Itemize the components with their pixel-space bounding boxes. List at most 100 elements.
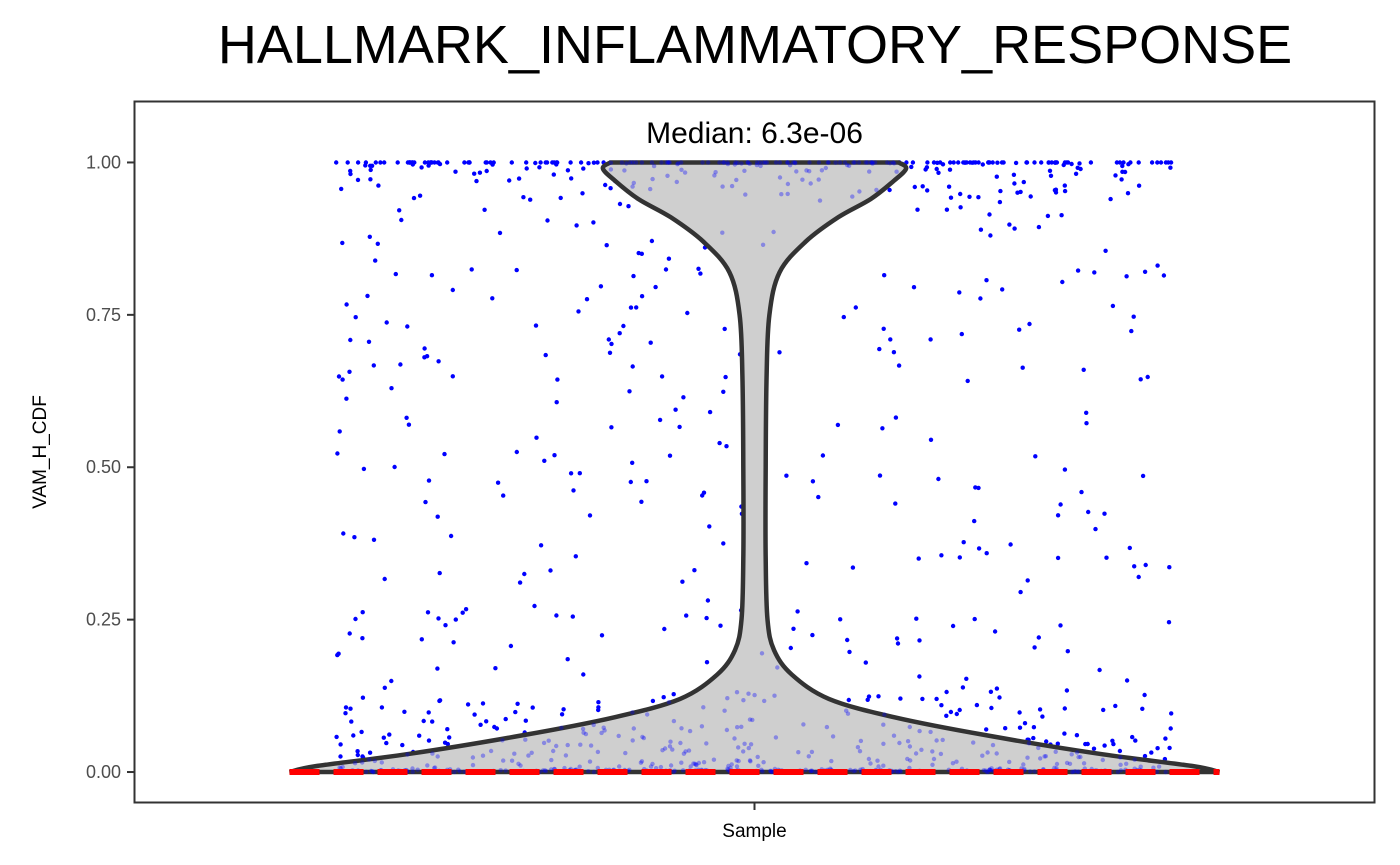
data-point bbox=[691, 761, 696, 766]
data-point bbox=[724, 444, 729, 449]
data-point bbox=[677, 424, 682, 430]
data-point bbox=[954, 759, 959, 764]
data-point bbox=[978, 227, 984, 232]
data-point bbox=[425, 610, 431, 615]
data-point bbox=[769, 769, 775, 775]
data-point bbox=[787, 163, 793, 168]
data-point bbox=[371, 363, 376, 368]
data-point bbox=[554, 400, 559, 405]
data-point bbox=[667, 453, 673, 458]
data-point bbox=[543, 768, 549, 774]
data-point bbox=[359, 729, 364, 735]
data-point bbox=[452, 769, 457, 775]
data-point bbox=[735, 725, 740, 730]
data-point bbox=[988, 768, 994, 773]
data-point bbox=[1055, 555, 1061, 561]
data-point bbox=[804, 561, 809, 566]
data-point bbox=[568, 471, 574, 476]
data-point bbox=[745, 160, 751, 165]
data-point bbox=[365, 293, 370, 299]
data-point bbox=[1062, 188, 1068, 194]
data-point bbox=[701, 490, 707, 495]
data-point bbox=[604, 243, 609, 248]
data-point bbox=[375, 241, 380, 246]
data-point bbox=[775, 665, 780, 670]
data-point bbox=[1027, 321, 1032, 327]
data-point bbox=[630, 364, 635, 369]
data-point bbox=[530, 705, 535, 710]
data-point bbox=[1064, 688, 1070, 693]
data-point bbox=[721, 160, 726, 165]
data-point bbox=[435, 514, 440, 519]
data-point bbox=[938, 160, 943, 165]
data-point bbox=[586, 161, 591, 166]
data-point bbox=[853, 768, 858, 773]
data-point bbox=[1060, 279, 1065, 285]
data-point bbox=[595, 749, 601, 755]
data-point bbox=[648, 764, 654, 769]
data-point bbox=[1110, 738, 1115, 743]
data-point bbox=[1124, 761, 1129, 766]
data-point bbox=[1154, 769, 1160, 774]
data-point bbox=[954, 711, 959, 717]
median-annotation: Median: 6.3e-06 bbox=[646, 117, 863, 150]
data-point bbox=[962, 160, 968, 165]
data-point bbox=[887, 161, 893, 166]
data-point bbox=[881, 763, 886, 768]
data-point bbox=[497, 230, 503, 236]
data-point bbox=[631, 726, 636, 731]
data-point bbox=[478, 722, 483, 727]
data-point bbox=[1026, 741, 1032, 746]
data-point bbox=[423, 499, 428, 505]
data-point bbox=[857, 189, 862, 194]
data-point bbox=[1048, 173, 1054, 178]
data-point bbox=[559, 712, 565, 717]
data-point bbox=[844, 708, 849, 713]
data-point bbox=[668, 763, 674, 768]
data-point bbox=[851, 768, 856, 774]
data-point bbox=[410, 766, 415, 771]
data-point bbox=[1052, 188, 1058, 193]
data-point bbox=[739, 161, 744, 166]
data-point bbox=[565, 657, 570, 662]
data-point bbox=[411, 195, 417, 201]
data-point bbox=[1077, 161, 1082, 166]
data-point bbox=[1104, 555, 1109, 560]
data-point bbox=[761, 760, 766, 765]
data-point bbox=[645, 712, 650, 717]
data-point bbox=[650, 176, 655, 182]
data-point bbox=[988, 233, 993, 238]
data-point bbox=[1121, 160, 1126, 165]
data-point bbox=[551, 748, 556, 754]
data-point bbox=[713, 170, 718, 175]
data-point bbox=[748, 759, 753, 764]
data-point bbox=[395, 160, 400, 165]
data-point bbox=[994, 751, 999, 756]
data-point bbox=[622, 168, 627, 173]
data-point bbox=[371, 769, 376, 775]
data-point bbox=[1119, 177, 1124, 182]
data-point bbox=[957, 555, 962, 560]
data-point bbox=[472, 712, 477, 717]
data-point bbox=[1093, 526, 1098, 532]
data-point bbox=[725, 161, 731, 167]
data-point bbox=[880, 426, 885, 431]
data-point bbox=[974, 702, 980, 708]
data-point bbox=[747, 717, 753, 722]
data-point bbox=[609, 341, 614, 347]
data-point bbox=[987, 767, 992, 772]
data-point bbox=[1155, 160, 1160, 165]
data-point bbox=[555, 160, 560, 165]
data-point bbox=[460, 610, 465, 615]
data-point bbox=[626, 204, 631, 209]
data-point bbox=[382, 685, 387, 690]
data-point bbox=[894, 169, 899, 174]
data-point bbox=[987, 767, 992, 772]
data-point bbox=[551, 172, 556, 177]
data-point bbox=[639, 499, 644, 504]
data-point bbox=[696, 266, 701, 271]
data-point bbox=[693, 762, 699, 767]
data-point bbox=[1101, 707, 1106, 713]
data-point bbox=[470, 762, 476, 768]
data-point bbox=[644, 479, 649, 484]
